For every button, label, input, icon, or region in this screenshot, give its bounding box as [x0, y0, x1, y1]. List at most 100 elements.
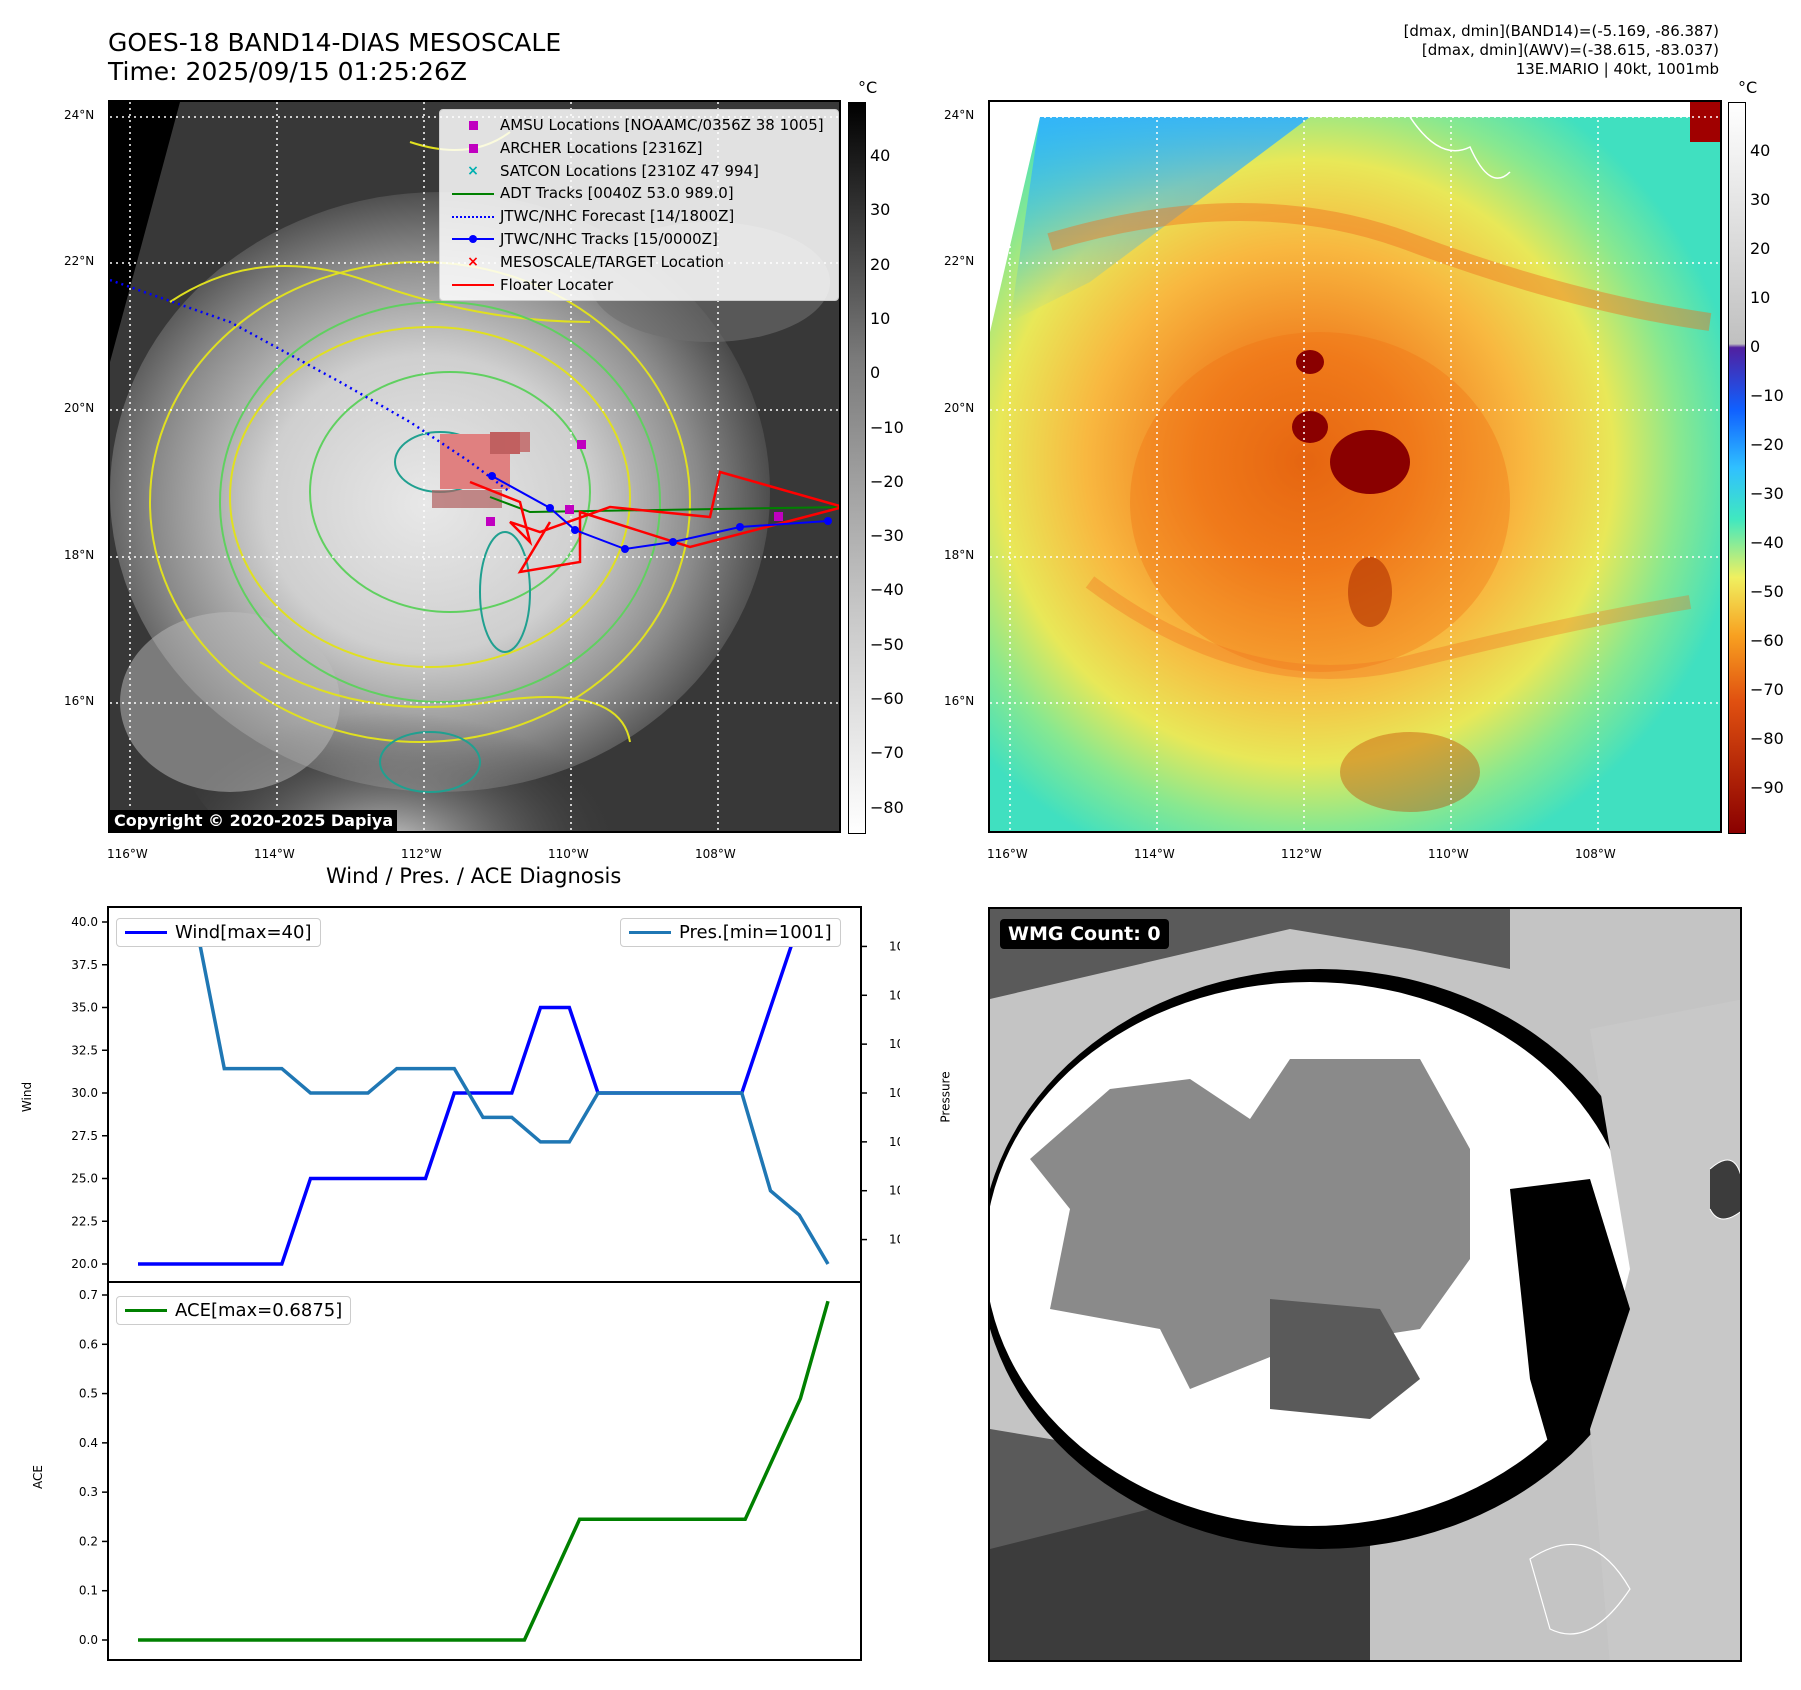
legend-marker-icon: [452, 210, 494, 224]
left-colorbar-tick-label: 20: [870, 254, 891, 274]
left-colorbar-tick-label: −70: [870, 743, 904, 763]
lon-label-108-left: 108°W: [695, 847, 736, 861]
figure-title: GOES-18 BAND14-DIAS MESOSCALE Time: 2025…: [108, 28, 561, 86]
lon-label-110-left: 110°W: [548, 847, 589, 861]
map-legend-item: JTWC/NHC Forecast [14/1800Z]: [452, 205, 830, 228]
meta-line-3: 13E.MARIO | 40kt, 1001mb: [1515, 60, 1719, 78]
map-legend-item: × SATCON Locations [2310Z 47 994]: [452, 160, 830, 183]
wind-tick-label: 30.0: [71, 1086, 98, 1100]
map-legend-label: MESOSCALE/TARGET Location: [500, 252, 725, 271]
lon-label-112-left: 112°W: [401, 847, 442, 861]
lon-label-114-right: 114°W: [1134, 847, 1175, 861]
lat-label-20-right: 20°N: [944, 401, 975, 415]
wind-tick-label: 22.5: [71, 1214, 98, 1228]
ace-tick-label: 0.1: [79, 1584, 98, 1598]
wind-tick-label: 37.5: [71, 958, 98, 972]
right-colorbar-tick-label: −10: [1750, 386, 1784, 405]
wind-legend-label: Wind[max=40]: [175, 922, 312, 943]
left-colorbar-tick-label: 40: [870, 146, 891, 165]
wind-tick-label: 27.5: [71, 1129, 98, 1143]
pressure-tick-label: 1002: [889, 1233, 900, 1247]
right-colorbar-tick-label: −30: [1750, 484, 1784, 503]
map-legend-item: Floater Locater: [452, 274, 830, 297]
legend-marker-icon: [452, 278, 494, 292]
wmg-count-label: WMG Count: 0: [1000, 919, 1169, 949]
left-colorbar: [848, 102, 866, 834]
legend-marker-icon: [452, 232, 494, 246]
lat-label-16-left: 16°N: [64, 694, 95, 708]
ace-series-line: [138, 1300, 830, 1642]
awv-map-svg: [990, 102, 1720, 831]
lat-label-18-left: 18°N: [64, 548, 95, 562]
map-legend-item: JTWC/NHC Tracks [15/0000Z]: [452, 228, 830, 251]
right-colorbar-tick-label: 30: [1750, 190, 1771, 209]
legend-marker-icon: [452, 187, 494, 201]
right-colorbar-tick-label: −40: [1750, 533, 1784, 552]
pressure-legend: Pres.[min=1001]: [620, 918, 841, 947]
wind-legend-line: [125, 931, 167, 934]
right-colorbar-tick-label: −60: [1750, 631, 1784, 650]
map-legend-label: ADT Tracks [0040Z 53.0 989.0]: [500, 184, 734, 203]
lat-label-16-right: 16°N: [944, 694, 975, 708]
wind-tick-label: 20.0: [71, 1257, 98, 1271]
legend-marker-icon: ×: [467, 254, 479, 271]
lat-label-24-left: 24°N: [64, 108, 95, 122]
ace-tick-label: 0.3: [79, 1485, 98, 1499]
pressure-tick-label: 1010: [889, 1037, 900, 1051]
right-colorbar-tick-label: 10: [1750, 288, 1771, 307]
wind-legend: Wind[max=40]: [116, 918, 321, 947]
left-colorbar-tick-label: 30: [870, 200, 891, 220]
lon-label-108-right: 108°W: [1575, 847, 1616, 861]
ace-legend-line: [125, 1309, 167, 1312]
legend-marker-icon: ×: [467, 162, 479, 179]
meta-line-2: [dmax, dmin](AWV)=(-38.615, -83.037): [1421, 41, 1719, 59]
ace-legend: ACE[max=0.6875]: [116, 1296, 352, 1325]
left-colorbar-tick-label: 0: [870, 363, 881, 383]
ace-tick-label: 0.2: [79, 1534, 98, 1548]
ir-map-panel: AMSU Locations [NOAAMC/0356Z 38 1005] ARC…: [108, 100, 841, 833]
wind-tick-label: 25.0: [71, 1172, 98, 1186]
map-legend-item: AMSU Locations [NOAAMC/0356Z 38 1005]: [452, 114, 830, 137]
lon-label-116-left: 116°W: [107, 847, 148, 861]
right-colorbar-tick-label: −20: [1750, 435, 1784, 454]
lat-label-22-right: 22°N: [944, 254, 975, 268]
left-colorbar-tick-label: −50: [870, 634, 904, 654]
wind-tick-label: 40.0: [71, 915, 98, 929]
pressure-tick-label: 1006: [889, 1135, 900, 1149]
pressure-tick-label: 1012: [889, 988, 900, 1002]
left-colorbar-tick-label: −60: [870, 689, 904, 708]
pressure-ylabel: Pressure: [938, 1071, 953, 1123]
left-colorbar-tick-label: 10: [870, 308, 891, 328]
awv-map-panel: [988, 100, 1722, 833]
title-line-2: Time: 2025/09/15 01:25:26Z: [108, 57, 467, 86]
legend-marker-icon: [452, 118, 494, 132]
lat-label-18-right: 18°N: [944, 548, 975, 562]
pressure-series-line: [138, 920, 830, 1265]
right-colorbar-unit: °C: [1738, 78, 1758, 97]
lat-label-22-left: 22°N: [64, 254, 95, 268]
left-colorbar-tick-label: −20: [870, 471, 904, 491]
lon-label-110-right: 110°W: [1428, 847, 1469, 861]
left-colorbar-tick-label: −80: [870, 797, 904, 817]
pressure-tick-label: 1008: [889, 1086, 900, 1100]
ace-tick-label: 0.5: [79, 1387, 98, 1401]
ace-tick-label: 0.0: [79, 1633, 98, 1647]
meta-line-1: [dmax, dmin](BAND14)=(-5.169, -86.387): [1403, 22, 1719, 40]
wmg-panel: WMG Count: 0: [988, 907, 1742, 1662]
map-legend: AMSU Locations [NOAAMC/0356Z 38 1005] ARC…: [439, 109, 839, 302]
right-colorbar-tick-label: −50: [1750, 582, 1784, 601]
lon-label-112-right: 112°W: [1281, 847, 1322, 861]
map-legend-item: × MESOSCALE/TARGET Location: [452, 251, 830, 274]
ace-tick-label: 0.7: [79, 1288, 98, 1302]
map-legend-label: AMSU Locations [NOAAMC/0356Z 38 1005]: [500, 116, 824, 134]
right-colorbar-tick-label: 0: [1750, 337, 1761, 356]
right-colorbar-tick-label: −80: [1750, 729, 1784, 748]
lat-label-20-left: 20°N: [64, 401, 95, 415]
map-legend-label: SATCON Locations [2310Z 47 994]: [500, 161, 759, 180]
title-line-1: GOES-18 BAND14-DIAS MESOSCALE: [108, 28, 562, 57]
right-colorbar-tick-label: 40: [1750, 141, 1771, 160]
left-colorbar-unit: °C: [858, 78, 878, 97]
diagnosis-chart: 40.0 37.5 35.0 32.5 30.0 27.5 25.0 22.5 20.0 1014…: [71, 906, 900, 1661]
map-legend-label: ARCHER Locations [2316Z]: [500, 138, 703, 157]
figure-meta: [dmax, dmin](BAND14)=(-5.169, -86.387) […: [1119, 22, 1719, 79]
